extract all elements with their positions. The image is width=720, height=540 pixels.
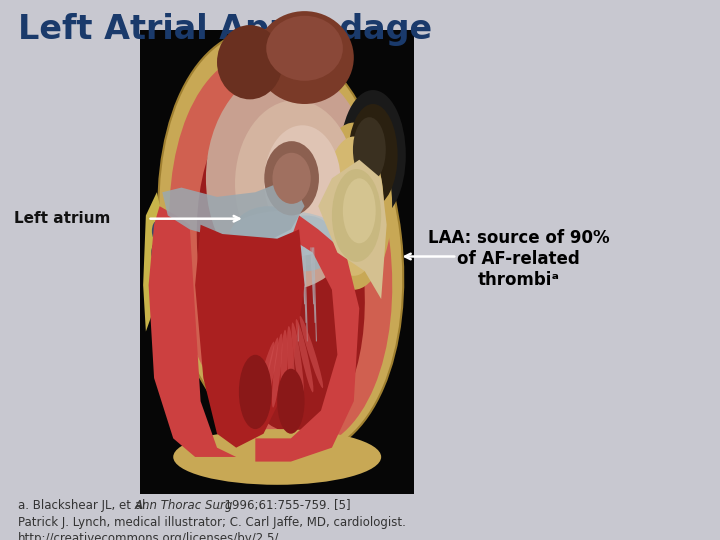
Polygon shape [318, 160, 387, 299]
Ellipse shape [253, 342, 274, 414]
Bar [140, 30, 414, 494]
Ellipse shape [169, 52, 392, 450]
Text: a. Blackshear JL, et al.: a. Blackshear JL, et al. [18, 500, 153, 512]
Ellipse shape [264, 125, 341, 237]
Text: . 1996;61:755-759. [5]: . 1996;61:755-759. [5] [217, 500, 351, 512]
Ellipse shape [239, 355, 271, 429]
Ellipse shape [300, 316, 323, 388]
Ellipse shape [281, 330, 287, 404]
Polygon shape [195, 225, 305, 448]
Ellipse shape [287, 326, 294, 400]
Ellipse shape [296, 319, 313, 393]
Ellipse shape [348, 104, 397, 206]
Text: Patrick J. Lynch, medical illustrator; C. Carl Jaffe, MD, cardiologist.: Patrick J. Lynch, medical illustrator; C… [18, 516, 406, 529]
Ellipse shape [154, 247, 160, 258]
Ellipse shape [206, 67, 370, 290]
Ellipse shape [174, 429, 381, 485]
Ellipse shape [153, 266, 161, 282]
Ellipse shape [217, 25, 283, 99]
Ellipse shape [353, 117, 386, 182]
Ellipse shape [264, 141, 319, 215]
Ellipse shape [272, 153, 311, 204]
Text: http://creativecommons.org/licenses/by/2.5/: http://creativecommons.org/licenses/by/2… [18, 532, 279, 540]
Polygon shape [148, 206, 236, 457]
Ellipse shape [152, 221, 162, 241]
Ellipse shape [340, 90, 406, 220]
Ellipse shape [262, 338, 279, 411]
Ellipse shape [230, 211, 339, 257]
Ellipse shape [272, 334, 282, 408]
Ellipse shape [151, 241, 162, 264]
Ellipse shape [276, 215, 336, 271]
Text: LAA: source of 90%
of AF-related
thrombiᵃ: LAA: source of 90% of AF-related thrombi… [428, 230, 609, 289]
Polygon shape [256, 215, 359, 462]
Ellipse shape [155, 270, 159, 279]
Ellipse shape [230, 206, 306, 271]
Ellipse shape [197, 100, 365, 434]
Ellipse shape [292, 322, 304, 396]
Ellipse shape [315, 123, 392, 290]
Ellipse shape [277, 369, 305, 434]
Polygon shape [143, 192, 168, 332]
Text: Left Atrial Appendage: Left Atrial Appendage [18, 14, 432, 46]
Ellipse shape [256, 11, 354, 104]
Text: Ann Thorac Surg: Ann Thorac Surg [135, 500, 233, 512]
Ellipse shape [154, 226, 159, 236]
Ellipse shape [324, 137, 384, 276]
Ellipse shape [235, 100, 356, 267]
Polygon shape [162, 178, 305, 244]
Ellipse shape [332, 169, 381, 262]
Text: Left atrium: Left atrium [14, 211, 111, 226]
Ellipse shape [343, 178, 376, 244]
Ellipse shape [158, 30, 403, 456]
Ellipse shape [266, 16, 343, 81]
